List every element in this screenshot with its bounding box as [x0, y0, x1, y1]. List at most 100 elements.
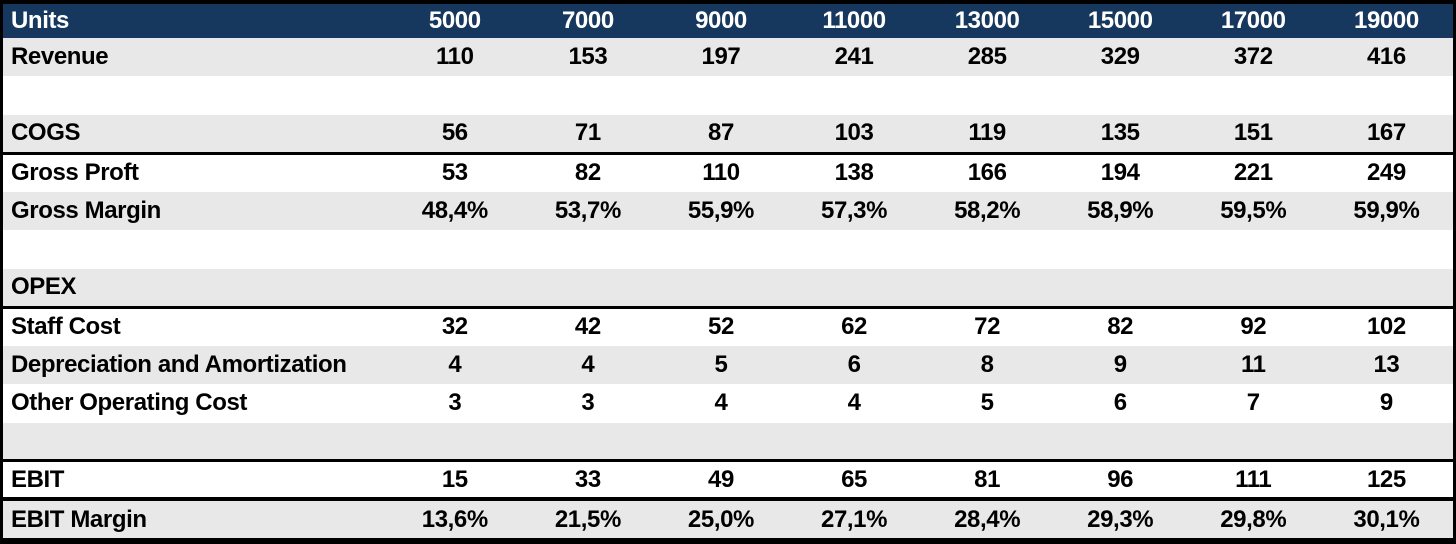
value-cell[interactable]: 7 [1246, 389, 1260, 417]
value-cell[interactable]: 81 [974, 465, 1001, 493]
value-cell[interactable]: 138 [834, 159, 874, 187]
header-units-value[interactable]: 15000 [1087, 7, 1153, 34]
value-cell[interactable]: 55,9% [687, 197, 754, 225]
value-cell[interactable]: 241 [834, 43, 874, 71]
value-cell[interactable]: 119 [968, 119, 1006, 147]
row-label-cell[interactable]: EBIT Margin [11, 505, 147, 533]
value-cell[interactable]: 194 [1100, 159, 1140, 187]
value-cell[interactable]: 9 [1113, 350, 1127, 378]
value-cell[interactable]: 4 [448, 350, 462, 378]
value-cell[interactable] [1320, 269, 1453, 307]
value-cell[interactable] [921, 423, 1054, 461]
header-units-label[interactable]: Units [11, 7, 70, 34]
value-cell[interactable]: 4 [847, 389, 861, 417]
value-cell[interactable]: 21,5% [554, 505, 621, 533]
value-cell[interactable] [654, 76, 787, 114]
header-units-value[interactable]: 13000 [954, 7, 1020, 34]
value-cell[interactable] [521, 423, 654, 461]
value-cell[interactable]: 8 [980, 350, 994, 378]
value-cell[interactable]: 9 [1379, 389, 1393, 417]
value-cell[interactable]: 285 [967, 43, 1007, 71]
value-cell[interactable]: 92 [1240, 313, 1267, 341]
value-cell[interactable]: 82 [1107, 313, 1134, 341]
value-cell[interactable] [788, 230, 921, 268]
value-cell[interactable]: 110 [702, 159, 740, 187]
row-label-cell[interactable] [3, 76, 388, 114]
value-cell[interactable] [1187, 230, 1320, 268]
row-label-cell[interactable]: Staff Cost [11, 313, 121, 341]
value-cell[interactable]: 372 [1233, 43, 1273, 71]
value-cell[interactable] [388, 76, 521, 114]
value-cell[interactable]: 29,8% [1220, 505, 1287, 533]
value-cell[interactable]: 49 [708, 465, 734, 493]
value-cell[interactable] [788, 423, 921, 461]
value-cell[interactable]: 58,2% [954, 197, 1021, 225]
value-cell[interactable]: 135 [1100, 119, 1140, 147]
value-cell[interactable] [1054, 423, 1187, 461]
value-cell[interactable]: 11 [1240, 350, 1266, 378]
value-cell[interactable]: 102 [1366, 313, 1406, 341]
value-cell[interactable]: 52 [708, 313, 734, 341]
value-cell[interactable]: 28,4% [954, 505, 1021, 533]
row-label-cell[interactable]: OPEX [11, 273, 77, 301]
header-units-value[interactable]: 17000 [1220, 7, 1286, 34]
value-cell[interactable] [521, 269, 654, 307]
row-label-cell[interactable] [3, 423, 388, 461]
value-cell[interactable] [921, 269, 1054, 307]
value-cell[interactable]: 110 [436, 43, 474, 71]
value-cell[interactable]: 53,7% [554, 197, 621, 225]
value-cell[interactable]: 125 [1366, 465, 1406, 493]
value-cell[interactable]: 27,1% [821, 505, 888, 533]
header-units-value[interactable]: 9000 [695, 7, 747, 34]
value-cell[interactable]: 5 [714, 350, 728, 378]
value-cell[interactable]: 82 [574, 159, 601, 187]
value-cell[interactable] [388, 423, 521, 461]
value-cell[interactable]: 151 [1233, 119, 1273, 147]
value-cell[interactable] [1054, 76, 1187, 114]
value-cell[interactable]: 221 [1233, 159, 1273, 187]
value-cell[interactable]: 72 [974, 313, 1001, 341]
value-cell[interactable]: 103 [834, 119, 874, 147]
value-cell[interactable]: 71 [574, 119, 601, 147]
value-cell[interactable]: 25,0% [687, 505, 754, 533]
value-cell[interactable]: 3 [448, 389, 462, 417]
value-cell[interactable]: 42 [574, 313, 601, 341]
value-cell[interactable]: 59,5% [1220, 197, 1287, 225]
value-cell[interactable] [1187, 269, 1320, 307]
value-cell[interactable]: 6 [1113, 389, 1127, 417]
value-cell[interactable]: 153 [568, 43, 608, 71]
value-cell[interactable] [921, 76, 1054, 114]
value-cell[interactable]: 249 [1366, 159, 1406, 187]
value-cell[interactable]: 5 [980, 389, 994, 417]
row-label-cell[interactable]: Other Operating Cost [11, 389, 248, 417]
value-cell[interactable] [1054, 269, 1187, 307]
row-label-cell[interactable] [3, 230, 388, 268]
header-units-value[interactable]: 7000 [561, 7, 614, 34]
value-cell[interactable]: 6 [847, 350, 861, 378]
value-cell[interactable] [521, 230, 654, 268]
row-label-cell[interactable]: Gross Margin [11, 197, 161, 225]
value-cell[interactable] [654, 269, 787, 307]
value-cell[interactable] [654, 423, 787, 461]
row-label-cell[interactable]: Depreciation and Amortization [11, 350, 347, 378]
row-label-cell[interactable]: Gross Proft [11, 159, 139, 187]
value-cell[interactable] [1187, 76, 1320, 114]
row-label-cell[interactable]: COGS [11, 119, 81, 147]
header-units-value[interactable]: 19000 [1354, 7, 1419, 34]
value-cell[interactable]: 4 [714, 389, 728, 417]
header-units-value[interactable]: 5000 [428, 7, 481, 34]
value-cell[interactable]: 13 [1373, 350, 1400, 378]
value-cell[interactable] [1320, 423, 1453, 461]
value-cell[interactable]: 111 [1235, 465, 1272, 493]
value-cell[interactable] [654, 230, 787, 268]
value-cell[interactable]: 329 [1100, 43, 1140, 71]
value-cell[interactable]: 32 [441, 313, 468, 341]
value-cell[interactable]: 15 [441, 465, 468, 493]
value-cell[interactable] [521, 76, 654, 114]
value-cell[interactable] [1054, 230, 1187, 268]
value-cell[interactable] [921, 230, 1054, 268]
value-cell[interactable]: 29,3% [1087, 505, 1154, 533]
value-cell[interactable]: 57,3% [821, 197, 888, 225]
row-label-cell[interactable]: Revenue [11, 43, 109, 71]
value-cell[interactable] [1320, 230, 1453, 268]
